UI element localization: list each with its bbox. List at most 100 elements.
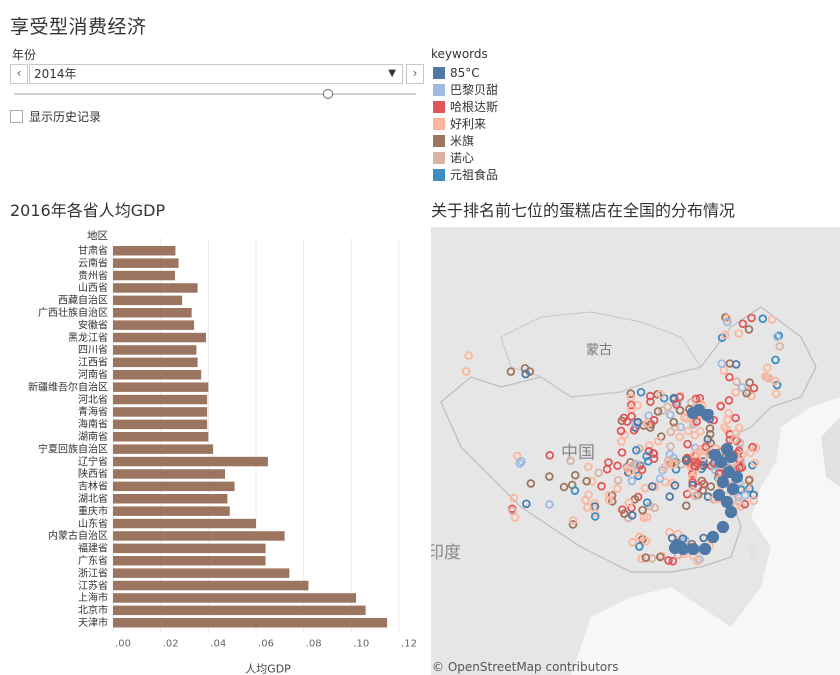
store-marker[interactable]: [688, 472, 697, 481]
store-marker[interactable]: [669, 460, 679, 469]
store-marker[interactable]: [740, 491, 750, 500]
store-marker[interactable]: [730, 470, 744, 484]
store-marker[interactable]: [696, 427, 705, 436]
year-next-button[interactable]: ›: [406, 64, 424, 84]
store-marker[interactable]: [702, 438, 712, 448]
store-marker[interactable]: [650, 482, 660, 491]
store-marker[interactable]: [656, 389, 665, 399]
store-marker[interactable]: [570, 486, 580, 495]
store-marker[interactable]: [720, 422, 729, 432]
store-marker[interactable]: [545, 472, 554, 481]
store-marker[interactable]: [675, 406, 685, 415]
store-marker[interactable]: [566, 456, 575, 466]
store-marker[interactable]: [590, 508, 600, 518]
store-marker[interactable]: [664, 459, 674, 469]
store-marker[interactable]: [627, 511, 637, 520]
store-marker[interactable]: [604, 491, 614, 500]
store-marker[interactable]: [749, 490, 758, 500]
store-marker[interactable]: [725, 359, 735, 368]
store-marker[interactable]: [716, 520, 730, 534]
store-marker[interactable]: [506, 367, 516, 376]
store-marker[interactable]: [668, 556, 678, 566]
store-marker[interactable]: [644, 441, 654, 451]
store-marker[interactable]: [744, 475, 754, 485]
year-slider-handle[interactable]: [322, 89, 333, 99]
store-marker[interactable]: [584, 462, 593, 472]
store-marker[interactable]: [641, 553, 651, 562]
store-marker[interactable]: [690, 449, 699, 459]
store-marker[interactable]: [676, 422, 685, 432]
store-marker[interactable]: [510, 513, 520, 522]
store-marker[interactable]: [590, 512, 600, 521]
store-marker[interactable]: [664, 556, 673, 565]
store-marker[interactable]: [570, 470, 580, 480]
store-marker[interactable]: [656, 552, 665, 562]
store-marker[interactable]: [724, 396, 734, 405]
store-marker[interactable]: [771, 355, 780, 365]
year-prev-button[interactable]: ‹: [10, 64, 28, 84]
store-marker[interactable]: [751, 443, 761, 453]
legend-item[interactable]: 诺心: [433, 149, 498, 166]
store-marker[interactable]: [712, 488, 726, 502]
store-marker[interactable]: [568, 516, 578, 525]
store-marker[interactable]: [705, 424, 715, 433]
store-marker[interactable]: [731, 387, 740, 397]
store-marker[interactable]: [683, 426, 693, 436]
store-marker[interactable]: [716, 401, 725, 411]
store-marker[interactable]: [688, 480, 698, 490]
store-marker[interactable]: [622, 417, 632, 426]
store-marker[interactable]: [616, 426, 626, 436]
year-slider-track[interactable]: [14, 93, 416, 95]
store-marker[interactable]: [650, 503, 660, 513]
store-marker[interactable]: [730, 435, 740, 444]
store-marker[interactable]: [517, 457, 526, 466]
store-marker[interactable]: [653, 436, 663, 446]
store-marker[interactable]: [642, 451, 651, 461]
store-marker[interactable]: [508, 506, 517, 515]
store-marker[interactable]: [670, 481, 680, 490]
store-marker[interactable]: [678, 534, 688, 544]
store-marker[interactable]: [633, 417, 643, 427]
store-marker[interactable]: [627, 412, 636, 421]
store-marker[interactable]: [742, 388, 751, 398]
store-marker[interactable]: [581, 495, 590, 505]
store-marker[interactable]: [613, 484, 622, 493]
store-marker[interactable]: [597, 481, 606, 491]
store-marker[interactable]: [617, 448, 627, 457]
store-marker[interactable]: [559, 482, 569, 492]
legend-item[interactable]: 好利来: [433, 115, 498, 132]
store-marker[interactable]: [680, 412, 689, 422]
store-marker[interactable]: [613, 475, 623, 485]
store-marker[interactable]: [526, 479, 536, 488]
store-marker[interactable]: [693, 556, 702, 566]
store-marker[interactable]: [720, 330, 730, 340]
store-marker[interactable]: [772, 380, 782, 390]
store-marker[interactable]: [619, 509, 629, 518]
store-marker[interactable]: [461, 367, 471, 376]
store-marker[interactable]: [716, 475, 730, 489]
store-marker[interactable]: [675, 392, 684, 402]
store-marker[interactable]: [645, 391, 655, 401]
store-marker[interactable]: [745, 378, 754, 387]
store-marker[interactable]: [698, 542, 712, 556]
store-marker[interactable]: [717, 359, 726, 368]
store-marker[interactable]: [771, 376, 780, 386]
store-marker[interactable]: [681, 501, 691, 511]
store-marker[interactable]: [639, 513, 649, 523]
store-marker[interactable]: [637, 465, 647, 475]
store-marker[interactable]: [646, 397, 655, 407]
store-marker[interactable]: [737, 383, 747, 392]
store-marker[interactable]: [545, 451, 555, 460]
store-marker[interactable]: [672, 400, 681, 409]
store-marker[interactable]: [698, 452, 708, 462]
store-marker[interactable]: [626, 389, 636, 398]
show-history-checkbox[interactable]: [10, 110, 23, 123]
store-marker[interactable]: [683, 439, 692, 449]
store-marker[interactable]: [545, 500, 554, 509]
store-marker[interactable]: [509, 493, 519, 503]
legend-item[interactable]: 米旗: [433, 132, 498, 149]
store-marker[interactable]: [692, 417, 701, 426]
store-marker[interactable]: [624, 498, 634, 508]
store-marker[interactable]: [775, 342, 785, 351]
store-marker[interactable]: [665, 410, 675, 420]
